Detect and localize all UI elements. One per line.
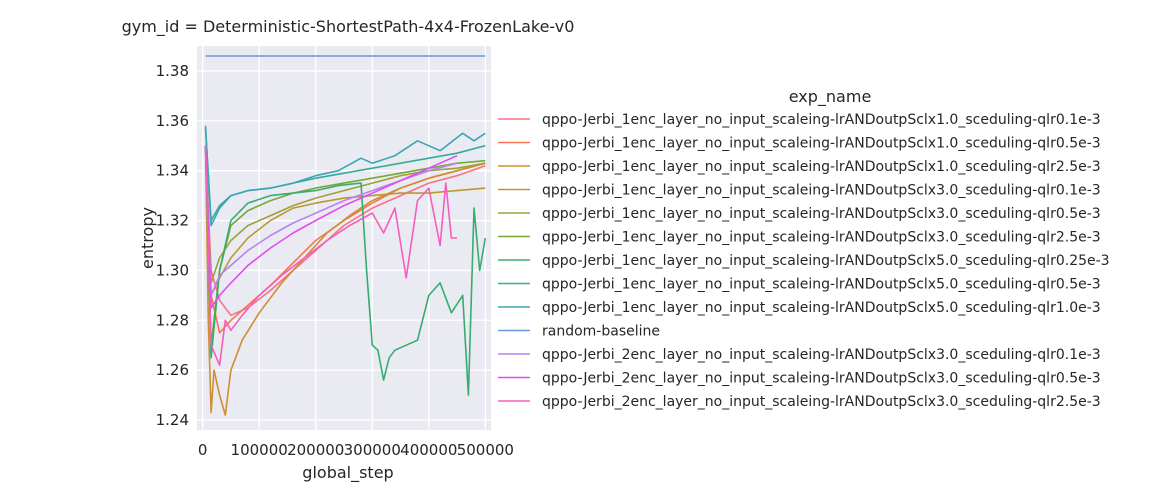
y-tick-label: 1.30: [156, 261, 189, 279]
y-tick-label: 1.24: [156, 411, 189, 429]
x-tick-label: 400000: [400, 441, 457, 459]
x-tick-label: 100000: [231, 441, 288, 459]
legend-title: exp_name: [789, 87, 872, 107]
y-tick-label: 1.38: [156, 62, 189, 80]
y-tick-labels: 1.24 1.26 1.28 1.30 1.32 1.34 1.36 1.38: [156, 62, 189, 429]
x-tick-label: 200000: [287, 441, 344, 459]
series-line: [204, 145, 458, 309]
plot-area-background: [197, 46, 491, 430]
y-axis-label: entropy: [138, 207, 157, 269]
legend-entry-label: qppo-Jerbi_1enc_layer_no_input_scaleing-…: [542, 300, 1101, 316]
legend-entry-label: qppo-Jerbi_2enc_layer_no_input_scaleing-…: [542, 394, 1101, 410]
legend-entry-label: qppo-Jerbi_1enc_layer_no_input_scaleing-…: [542, 230, 1101, 246]
legend-entry-label: qppo-Jerbi_1enc_layer_no_input_scaleing-…: [542, 206, 1101, 222]
legend-entry-label: qppo-Jerbi_2enc_layer_no_input_scaleing-…: [542, 347, 1101, 363]
chart-title: gym_id = Deterministic-ShortestPath-4x4-…: [122, 17, 575, 37]
x-tick-labels: 0 100000 200000 300000 400000 500000: [198, 441, 514, 459]
legend-entry-label: qppo-Jerbi_1enc_layer_no_input_scaleing-…: [542, 112, 1101, 128]
legend-entry-label: random-baseline: [542, 324, 660, 340]
series-line: [204, 128, 486, 222]
legend-entry-label: qppo-Jerbi_1enc_layer_no_input_scaleing-…: [542, 136, 1101, 152]
y-tick-label: 1.34: [156, 162, 189, 180]
y-tick-label: 1.32: [156, 212, 189, 230]
legend-entry-label: qppo-Jerbi_1enc_layer_no_input_scaleing-…: [542, 277, 1101, 293]
series-line: [204, 145, 487, 396]
legend: qppo-Jerbi_1enc_layer_no_input_scaleing-…: [498, 112, 1110, 410]
legend-entry-label: qppo-Jerbi_1enc_layer_no_input_scaleing-…: [542, 159, 1101, 175]
x-tick-label: 500000: [457, 441, 514, 459]
series-line: [204, 145, 486, 317]
y-tick-label: 1.26: [156, 361, 189, 379]
series-line: [204, 125, 486, 227]
legend-entry-label: qppo-Jerbi_1enc_layer_no_input_scaleing-…: [542, 183, 1101, 199]
y-tick-label: 1.36: [156, 112, 189, 130]
legend-entry-label: qppo-Jerbi_2enc_layer_no_input_scaleing-…: [542, 371, 1101, 387]
series-line: [204, 145, 458, 367]
x-axis-label: global_step: [302, 463, 393, 483]
x-tick-label: 0: [198, 441, 208, 459]
x-tick-label: 300000: [344, 441, 401, 459]
legend-entry-label: qppo-Jerbi_1enc_layer_no_input_scaleing-…: [542, 253, 1110, 269]
series-lines: [204, 55, 487, 416]
y-tick-label: 1.28: [156, 311, 189, 329]
series-line: [204, 145, 486, 416]
